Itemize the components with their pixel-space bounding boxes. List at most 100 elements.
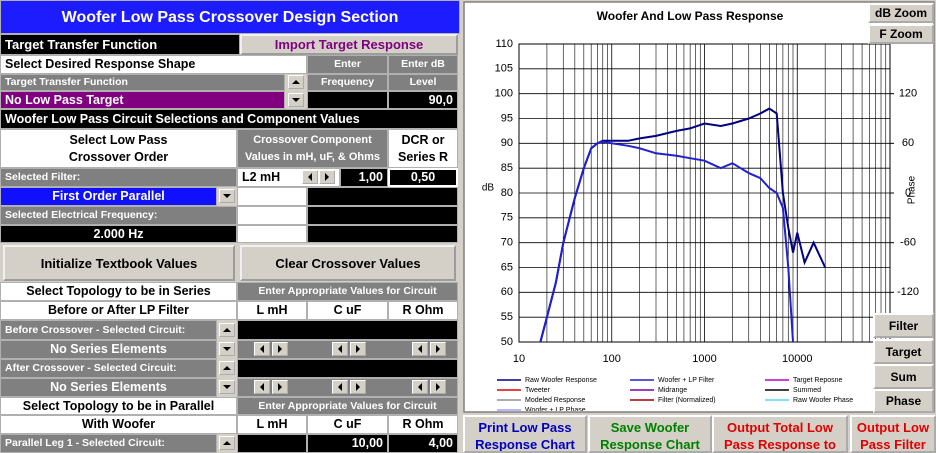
label-line: DCR or [401,132,445,147]
filter-selection[interactable]: First Order Parallel [0,187,217,206]
y-tick-label: 100 [495,88,513,100]
output-button[interactable]: Output Low Pass Filter Response [850,415,936,453]
section-label: Select Topology to be in Parallel [0,397,237,415]
series-selection[interactable]: No Series Elements [0,340,217,359]
output-button[interactable]: Save Woofer Response Chart [588,415,712,453]
chart-button[interactable]: Filter [873,313,934,338]
plot-frame [518,43,891,343]
scroll-up[interactable] [288,75,304,89]
legend-label: Woofer + LP Phase [525,407,586,413]
y2-axis-label: Phase [907,175,918,204]
column-header: C uF [307,301,388,320]
field-label: Selected Filter: [0,168,237,187]
level-value[interactable]: 90,0 [388,91,458,109]
x-tick-label: 1000 [692,353,716,365]
dcr-label: DCR or Series R [388,129,458,168]
legend-label: Summed [793,387,821,394]
spin-right[interactable] [430,342,446,356]
output-button[interactable]: Output Total Low Pass Response to [712,415,848,453]
component-value[interactable]: 1,00 [340,168,388,187]
spin-right[interactable] [272,380,288,394]
spin-right[interactable] [350,342,366,356]
spin-left[interactable] [332,342,348,356]
column-header: Enter Appropriate Values for Circuit [237,282,458,301]
spin-right[interactable] [350,380,366,394]
spin-left[interactable] [302,170,318,184]
leg-r-value[interactable]: 4,00 [388,434,458,453]
column-header: Enter dB [388,55,458,74]
cell [237,187,307,206]
y-tick-label: 50 [501,336,513,348]
cell [307,206,458,225]
scroll-down[interactable] [219,380,235,394]
column-header: L mH [237,415,307,434]
output-button[interactable]: Print Low Pass Response Chart [463,415,587,453]
y2-tick-label: 120 [899,88,917,100]
scroll-up[interactable] [219,323,235,337]
label-line: Crossover Component [253,133,372,146]
series-line [539,140,794,342]
scroll-up[interactable] [219,361,235,375]
section-label: With Woofer [0,415,237,434]
section-label: Before or After LP Filter [0,301,237,320]
init-button[interactable]: Initialize Textbook Values [3,245,235,281]
y2-tick-label: 60 [902,137,914,149]
field-label: Selected Electrical Frequency: [0,206,237,225]
label-line: Series R [397,149,449,164]
chart: Woofer And Low Pass Response dB Phase 10 100… [463,1,935,413]
legend-label: Filter (Normalized) [658,397,716,404]
cell [237,320,458,340]
y-tick-label: 105 [495,63,513,75]
spin-left[interactable] [332,380,348,394]
series-selection[interactable]: No Series Elements [0,378,217,397]
cell [237,225,307,243]
scroll-down[interactable] [219,189,235,203]
y-tick-label: 60 [501,286,513,298]
target-selection[interactable]: No Low Pass Target [0,91,285,109]
scroll-down[interactable] [219,342,235,356]
import-button[interactable]: Import Target Response [240,34,458,55]
input-cell[interactable] [307,91,388,109]
scroll-up[interactable] [219,436,235,450]
spin-right[interactable] [430,380,446,394]
chart-button[interactable]: Target [873,339,934,364]
spin-left[interactable] [412,380,428,394]
x-tick-label: 100 [603,353,621,365]
chart-button[interactable]: F Zoom [868,24,934,44]
y-tick-label: 75 [501,212,513,224]
field-label: Parallel Leg 1 - Selected Circuit: [0,434,217,453]
spin-left[interactable] [412,342,428,356]
field-label: Before Crossover - Selected Circuit: [0,320,217,340]
legend-label: Midrange [658,387,687,394]
cell [237,359,458,378]
spin-right[interactable] [319,170,335,184]
column-header: Frequency [307,74,388,91]
chart-content: Woofer And Low Pass Response dB Phase 10 100… [482,9,919,413]
dcr-value[interactable]: 0,50 [388,168,458,187]
chart-button[interactable]: dB Zoom [868,3,934,23]
frequency-value: 2.000 Hz [0,225,237,243]
component-label: Crossover Component Values in mH, uF, & O… [237,129,388,168]
scroll-down[interactable] [288,93,304,107]
chart-button[interactable]: Phase [873,389,934,413]
y-tick-label: 110 [495,38,513,50]
y-tick-label: 65 [501,261,513,273]
clear-button[interactable]: Clear Crossover Values [240,245,456,281]
legend-label: Modeled Response [525,397,585,404]
chart-button[interactable]: Sum [873,364,934,389]
leg-c-value[interactable]: 10,00 [307,434,388,453]
spin-left[interactable] [254,342,270,356]
chart-area [463,1,935,413]
x-tick-label: 10000 [782,353,813,365]
y-tick-label: 70 [501,237,513,249]
section-label: Select Topology to be in Series [0,282,237,301]
spin-right[interactable] [272,342,288,356]
legend-label: Woofer + LP Filter [658,377,715,384]
chart-title: Woofer And Low Pass Response [597,9,784,23]
label-line: Values in mH, uF, & Ohms [244,150,381,163]
column-header: C uF [307,415,388,434]
spin-left[interactable] [254,380,270,394]
legend-label: Tweeter [525,387,551,394]
y-tick-label: 85 [501,162,513,174]
